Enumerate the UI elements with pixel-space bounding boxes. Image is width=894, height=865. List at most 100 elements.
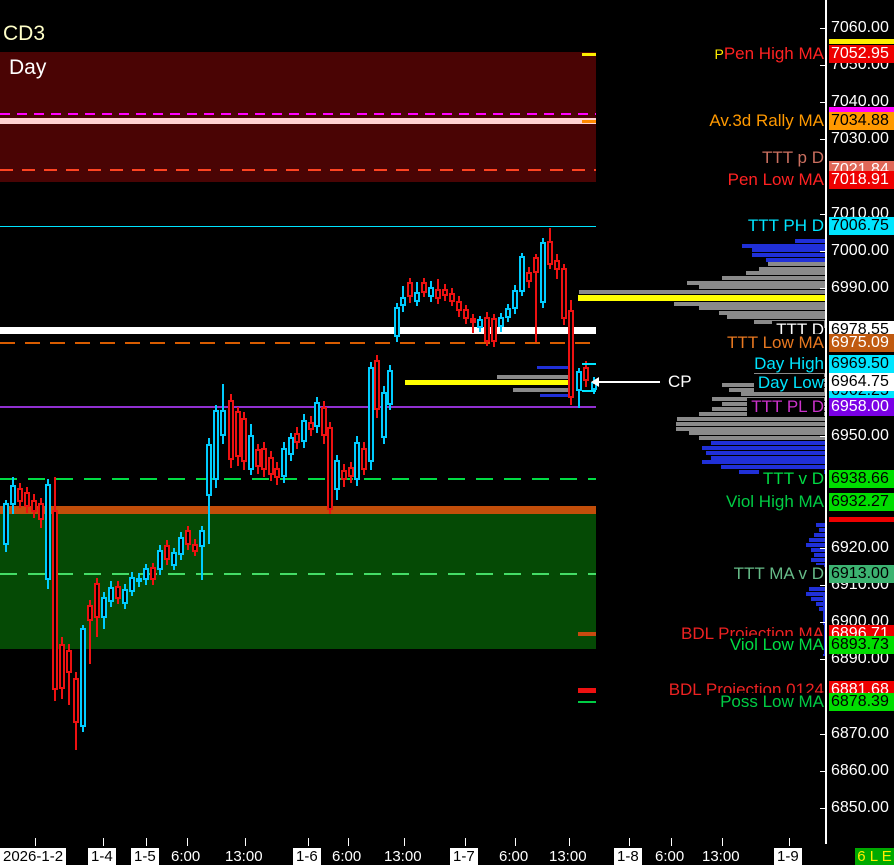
candle-down-body: [547, 241, 553, 265]
time-axis-tick: [348, 838, 349, 846]
indicator-name-pen-high-ma: PPen High MA: [710, 45, 824, 63]
candle-down-body: [255, 449, 261, 467]
candle-down-body: [164, 545, 170, 560]
volume-profile-bar: [816, 523, 825, 527]
time-axis-tick: [465, 838, 466, 846]
candle-down-body: [150, 567, 156, 580]
candle-down-body: [73, 678, 79, 723]
volume-profile-bar: [727, 315, 825, 319]
time-axis-tick: [35, 838, 36, 846]
indicator-name-ttt-ph-d: TTT PH D: [743, 217, 824, 235]
candle-up-body: [428, 287, 434, 297]
candle-down-body: [442, 289, 448, 296]
volume-profile-bar: [722, 276, 825, 280]
rally-marker-strip: [829, 107, 894, 112]
volume-profile-bar: [699, 436, 825, 440]
candle-down-body: [341, 470, 347, 480]
candle-down-body: [463, 309, 469, 319]
candle-up-body: [122, 589, 128, 604]
time-axis-tick: [187, 838, 188, 846]
volume-profile-bar: [687, 281, 825, 285]
price-label-current-price: 6964.75: [829, 373, 894, 391]
timeframe-label: Day: [9, 56, 47, 79]
bdl-projection-0124-seg: [578, 688, 596, 693]
rally-band: [0, 118, 596, 124]
candle-down-body: [568, 310, 574, 398]
candle-down-body: [241, 418, 247, 462]
candle-down-body: [533, 257, 539, 273]
price-label-ttt-v-d: 6938.66: [829, 470, 894, 488]
time-axis-tick: [789, 838, 790, 846]
candle-up-body: [381, 392, 387, 438]
time-axis-time-label: 13:00: [384, 848, 422, 865]
volume-profile-bar: [706, 451, 825, 455]
candle-down-body: [38, 503, 44, 520]
candle-down-body: [261, 448, 267, 470]
time-axis-time-label: 13:00: [225, 848, 263, 865]
time-axis-tick: [515, 838, 516, 846]
price-label-pen-low-ma: 7018.91: [829, 171, 894, 189]
day-low-seg: [582, 390, 596, 392]
price-axis-tick: [820, 139, 826, 140]
volume-profile-bar: [513, 388, 572, 392]
candle-down-wick: [68, 644, 70, 705]
candle-down-body: [308, 422, 314, 430]
price-gridline-label: 7040.00: [831, 93, 889, 110]
price-gridline-label: 7000.00: [831, 242, 889, 259]
volume-profile-bar: [578, 295, 825, 301]
candle-up-body: [334, 460, 340, 490]
time-axis-date-label: 1-4: [88, 848, 116, 865]
price-axis-tick: [820, 102, 826, 103]
price-label-av3d-rally-ma: 7034.88: [829, 112, 894, 130]
indicator-name-pen-low-ma: Pen Low MA: [723, 171, 824, 189]
time-axis-tick: [146, 838, 147, 846]
volume-profile-bar: [676, 422, 825, 426]
volume-profile-bar: [579, 290, 825, 294]
volume-profile-bar: [497, 375, 572, 379]
candle-up-body: [3, 503, 9, 545]
time-axis-date-label: 1-9: [774, 848, 802, 865]
price-label-poss-low-ma: 6878.39: [829, 693, 894, 711]
poss-low-ma-seg: [578, 701, 596, 703]
volume-profile-bar: [816, 602, 825, 606]
volume-profile-bar: [814, 553, 825, 557]
time-axis-date-label: 1-6: [293, 848, 321, 865]
ttt-pl-d-line: [0, 406, 596, 408]
price-gridline-label: 6950.00: [831, 427, 889, 444]
candle-up-body: [368, 367, 374, 462]
volume-profile-bar: [689, 431, 825, 435]
candle-down-body: [491, 318, 497, 342]
candle-down-body: [435, 289, 441, 299]
candle-up-body: [171, 552, 177, 566]
volume-profile-bar: [699, 306, 825, 310]
ttt-d-line: [0, 327, 596, 334]
indicator-prefix-pen-high-ma: P: [714, 46, 724, 62]
volume-profile-bar: [711, 441, 825, 445]
time-axis-date-label: 1-8: [614, 848, 642, 865]
indicator-name-ttt-ma-v-d: TTT MA v D: [729, 565, 824, 583]
indicator-name-av3d-rally-ma: Av.3d Rally MA: [705, 112, 824, 130]
candle-up-body: [101, 597, 107, 618]
candle-down-body: [583, 367, 589, 381]
candle-down-body: [554, 260, 560, 270]
candle-down-body: [407, 282, 413, 297]
candle-down-body: [470, 318, 476, 323]
price-axis-tick: [820, 771, 826, 772]
candle-up-body: [206, 444, 212, 496]
candle-down-body: [185, 530, 191, 545]
candle-down-body: [561, 268, 567, 319]
price-gridline-label: 7060.00: [831, 19, 889, 36]
volume-profile-bar: [811, 548, 825, 552]
price-axis-tick: [820, 28, 826, 29]
volume-profile-bar: [768, 262, 825, 266]
pen-high-marker-strip: [829, 39, 894, 44]
time-axis-time-label: 6:00: [499, 848, 529, 865]
volume-profile-bar: [806, 592, 825, 596]
price-label-ttt-low-ma: 6975.09: [829, 334, 894, 352]
candle-down-body: [327, 427, 333, 510]
volume-profile-bar: [702, 460, 825, 464]
price-gridline-label: 7030.00: [831, 130, 889, 147]
candle-down-body: [192, 544, 198, 552]
cp-arrow-line: [598, 381, 660, 383]
